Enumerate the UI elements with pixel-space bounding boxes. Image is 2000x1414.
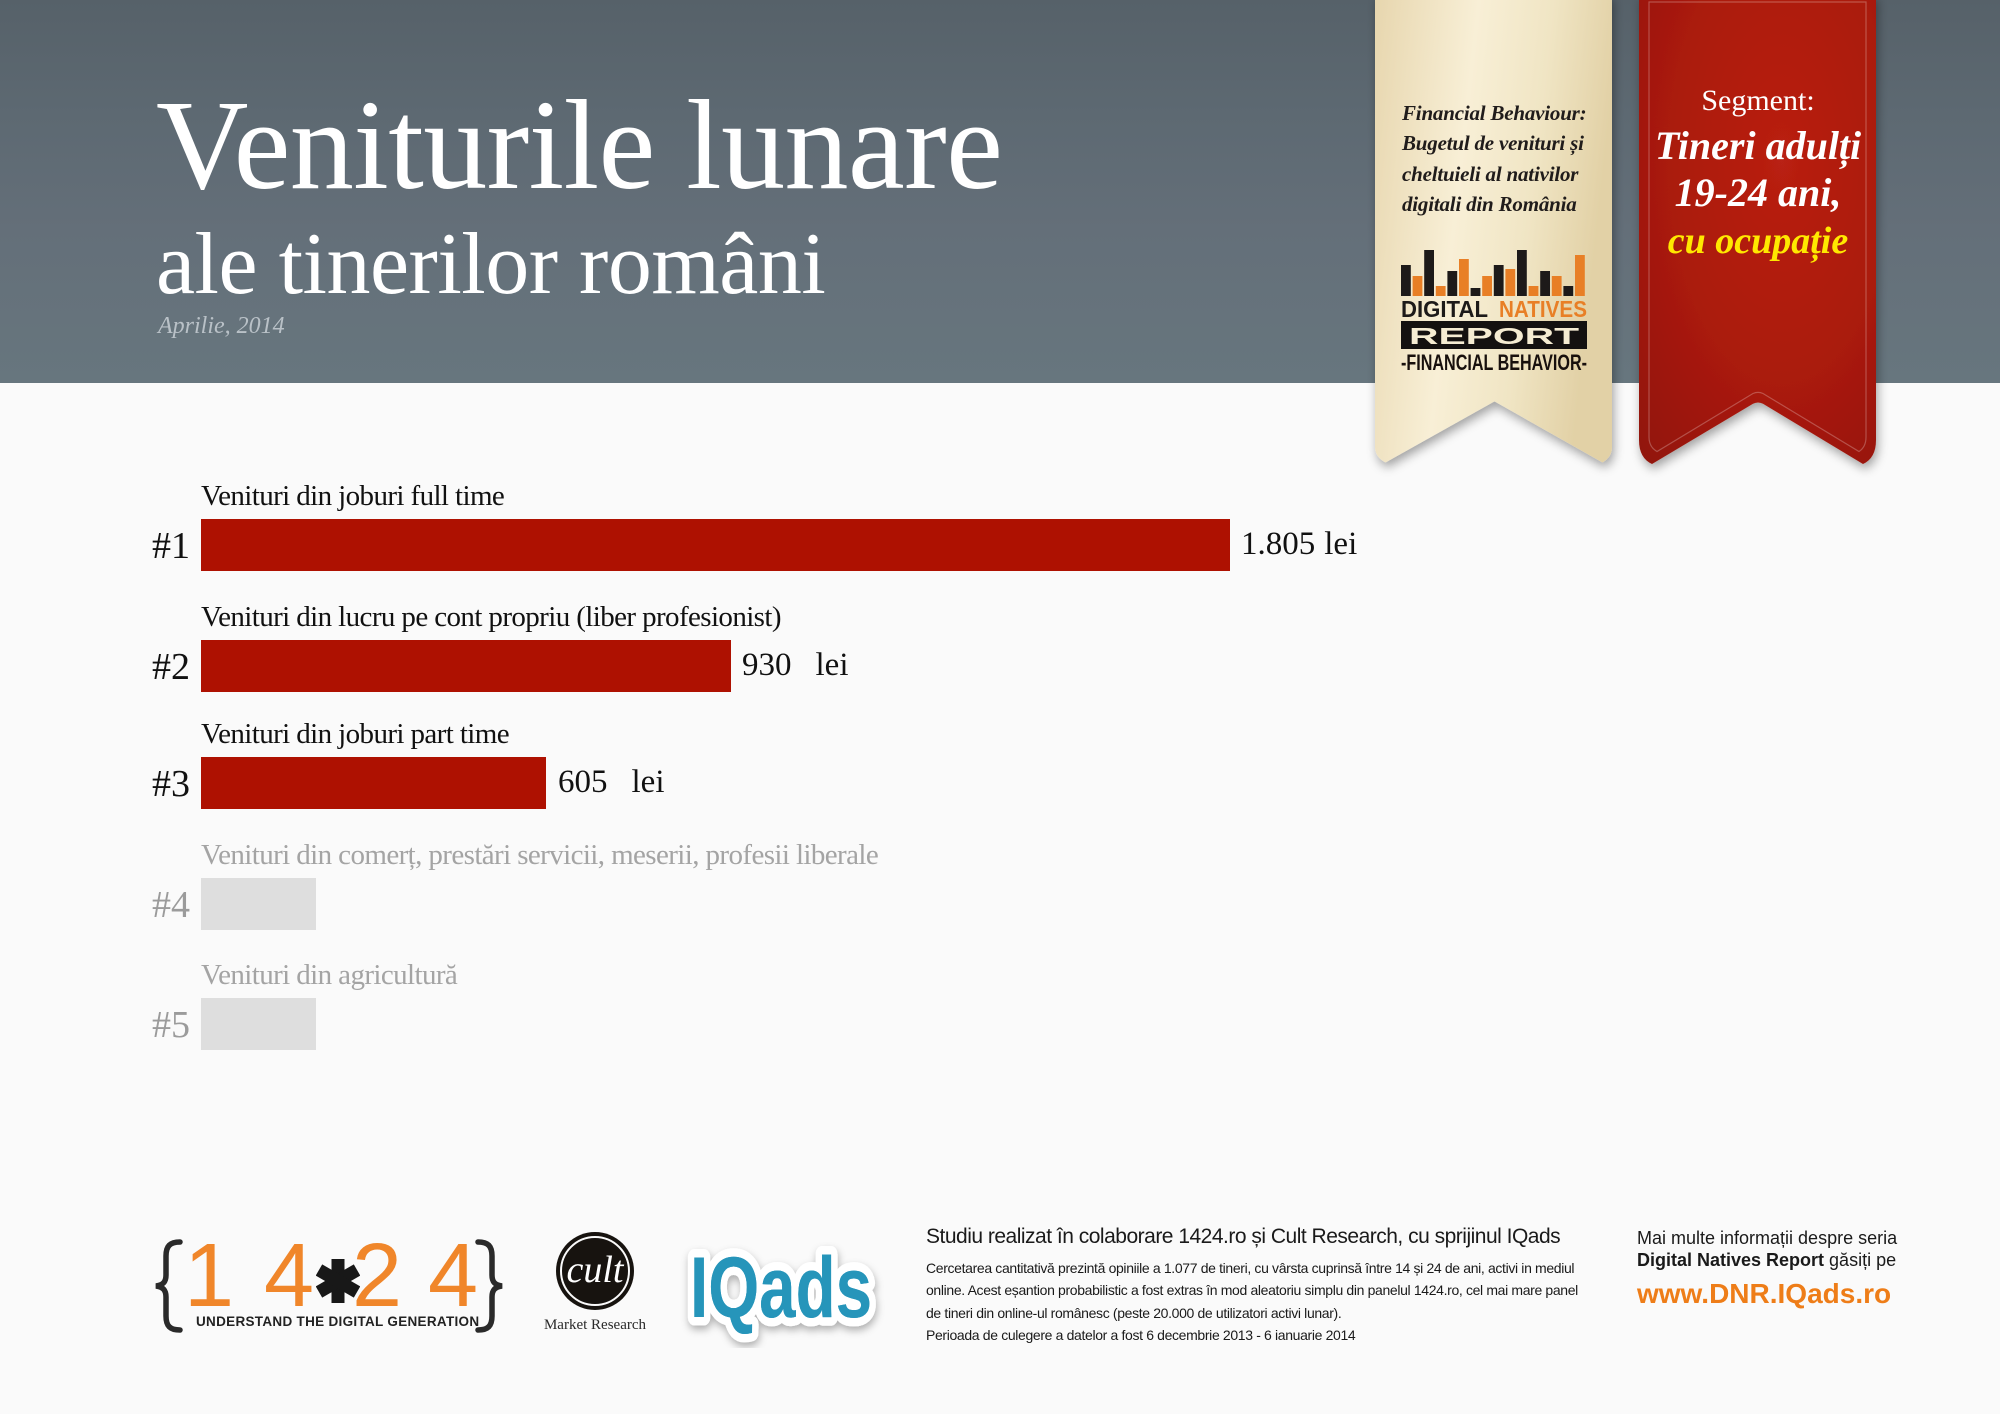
svg-text:REPORT: REPORT — [1409, 323, 1579, 349]
svg-text:-FINANCIAL BEHAVIOR-: -FINANCIAL BEHAVIOR- — [1401, 350, 1587, 374]
svg-text:IQads: IQads — [690, 1240, 872, 1336]
svg-text:IQads: IQads — [690, 1240, 872, 1336]
svg-text:DIGITAL: DIGITAL — [1401, 296, 1488, 322]
svg-text:NATIVES: NATIVES — [1499, 296, 1587, 322]
